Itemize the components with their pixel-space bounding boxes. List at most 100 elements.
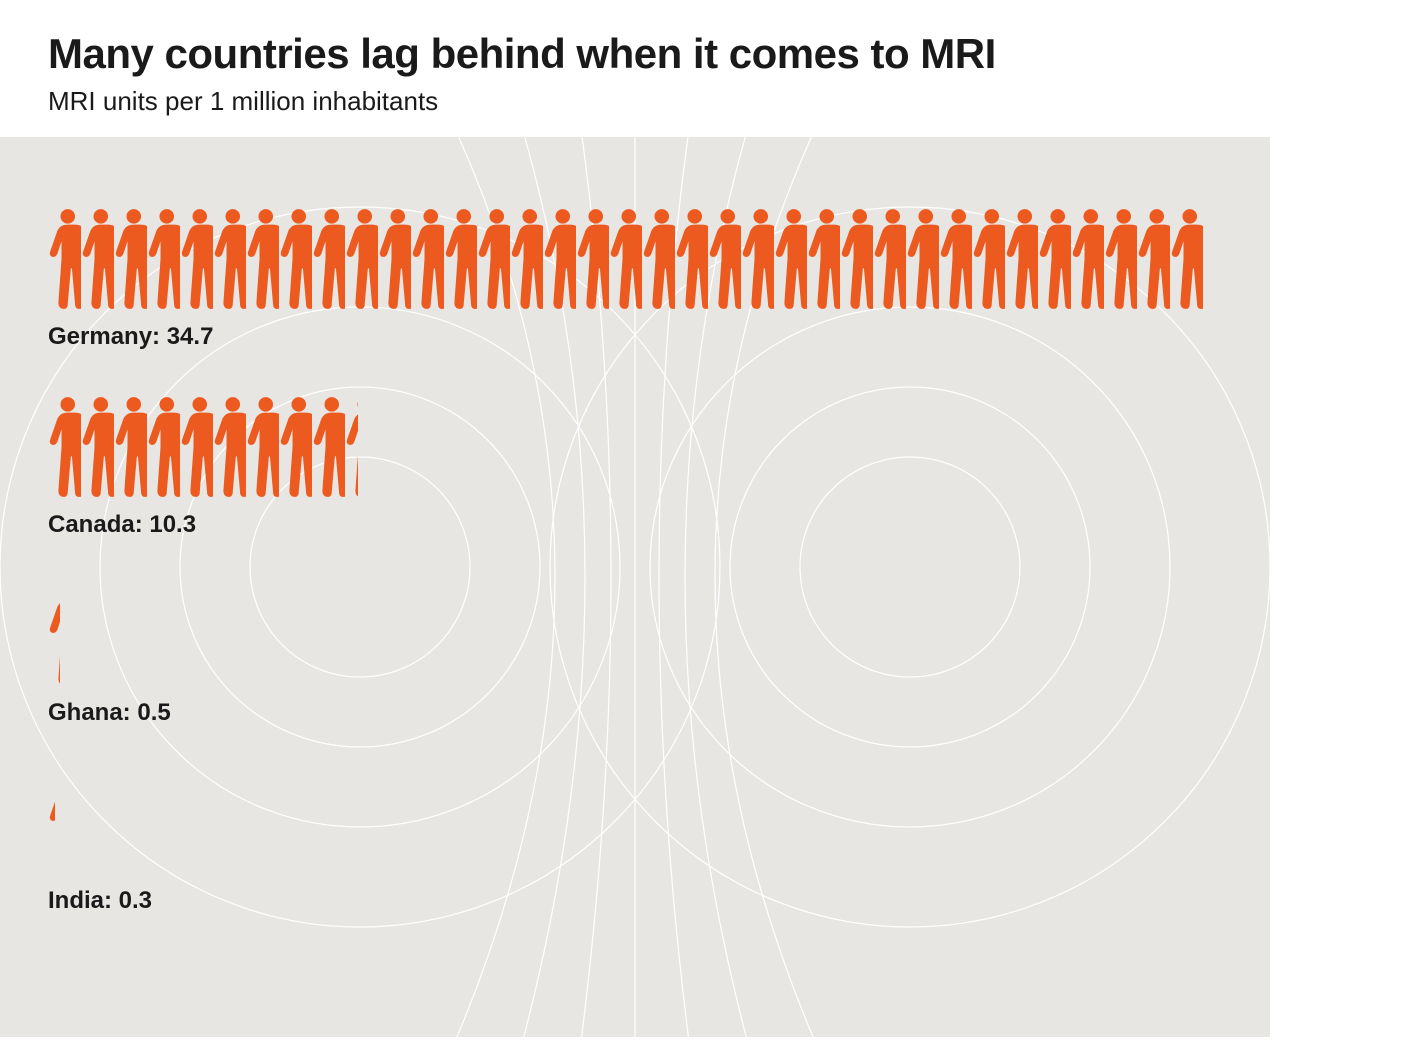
person-icon-wrap — [180, 395, 213, 499]
person-icon — [48, 771, 55, 875]
person-icon — [1071, 207, 1104, 311]
person-icon-wrap — [741, 207, 774, 311]
person-icon — [114, 207, 147, 311]
person-icon — [114, 395, 147, 499]
person-icon-wrap — [114, 395, 147, 499]
chart-title: Many countries lag behind when it comes … — [48, 30, 1360, 78]
person-icon — [873, 207, 906, 311]
person-icon-wrap — [708, 207, 741, 311]
person-icon-wrap — [180, 207, 213, 311]
person-icon — [48, 395, 81, 499]
person-icon-wrap — [609, 207, 642, 311]
person-icon — [939, 207, 972, 311]
person-icon — [180, 395, 213, 499]
person-icon — [1005, 207, 1038, 311]
person-icon — [477, 207, 510, 311]
person-icon-wrap — [147, 207, 180, 311]
person-icon — [840, 207, 873, 311]
person-icon-wrap — [312, 207, 345, 311]
person-icon — [279, 395, 312, 499]
pictogram-row: Canada: 10.3 — [48, 395, 1222, 539]
person-icon-wrap — [972, 207, 1005, 311]
person-icon-wrap — [873, 207, 906, 311]
person-icon-wrap — [48, 207, 81, 311]
person-icon-wrap — [1038, 207, 1071, 311]
person-icon-wrap — [1005, 207, 1038, 311]
pictogram-icons — [48, 771, 1222, 875]
pictogram-row: Germany: 34.7 — [48, 207, 1222, 351]
person-icon — [1137, 207, 1170, 311]
person-icon-wrap — [213, 207, 246, 311]
person-icon-wrap — [345, 395, 358, 499]
person-icon-wrap — [576, 207, 609, 311]
person-icon-wrap — [906, 207, 939, 311]
header: Many countries lag behind when it comes … — [0, 0, 1408, 137]
person-icon — [1038, 207, 1071, 311]
person-icon-wrap — [81, 207, 114, 311]
person-icon-wrap — [147, 395, 180, 499]
person-icon-wrap — [246, 395, 279, 499]
person-icon-wrap — [1104, 207, 1137, 311]
person-icon-wrap — [411, 207, 444, 311]
person-icon — [906, 207, 939, 311]
row-label: Ghana: 0.5 — [48, 699, 1222, 727]
person-icon-wrap — [543, 207, 576, 311]
person-icon-wrap — [279, 207, 312, 311]
person-icon — [246, 395, 279, 499]
person-icon — [1170, 207, 1203, 311]
person-icon-wrap — [378, 207, 411, 311]
person-icon-wrap — [48, 583, 60, 687]
pictogram-row: India: 0.3 — [48, 771, 1222, 915]
person-icon — [81, 395, 114, 499]
pictogram-rows: Germany: 34.7 — [48, 207, 1222, 915]
person-icon — [48, 207, 81, 311]
person-icon-wrap — [1071, 207, 1104, 311]
person-icon — [774, 207, 807, 311]
person-icon-wrap — [510, 207, 543, 311]
pictogram-row: Ghana: 0.5 — [48, 583, 1222, 727]
row-label: India: 0.3 — [48, 887, 1222, 915]
person-icon-wrap — [807, 207, 840, 311]
person-icon-wrap — [1170, 207, 1203, 311]
person-icon — [279, 207, 312, 311]
person-icon-wrap — [939, 207, 972, 311]
person-icon — [510, 207, 543, 311]
person-icon — [609, 207, 642, 311]
person-icon — [807, 207, 840, 311]
person-icon-wrap — [48, 395, 81, 499]
row-label: Germany: 34.7 — [48, 323, 1222, 351]
person-icon — [576, 207, 609, 311]
person-icon — [147, 395, 180, 499]
person-icon-wrap — [213, 395, 246, 499]
person-icon-wrap — [774, 207, 807, 311]
person-icon — [180, 207, 213, 311]
person-icon-wrap — [81, 395, 114, 499]
chart-area: Germany: 34.7 — [0, 137, 1270, 1037]
person-icon — [213, 395, 246, 499]
person-icon-wrap — [312, 395, 345, 499]
person-icon — [81, 207, 114, 311]
person-icon — [246, 207, 279, 311]
person-icon — [345, 395, 358, 499]
person-icon-wrap — [675, 207, 708, 311]
row-label: Canada: 10.3 — [48, 511, 1222, 539]
person-icon-wrap — [279, 395, 312, 499]
person-icon — [543, 207, 576, 311]
person-icon-wrap — [345, 207, 378, 311]
person-icon — [312, 395, 345, 499]
person-icon-wrap — [1137, 207, 1170, 311]
person-icon — [972, 207, 1005, 311]
person-icon-wrap — [477, 207, 510, 311]
person-icon — [378, 207, 411, 311]
person-icon-wrap — [642, 207, 675, 311]
person-icon — [444, 207, 477, 311]
person-icon-wrap — [246, 207, 279, 311]
person-icon — [147, 207, 180, 311]
person-icon-wrap — [840, 207, 873, 311]
person-icon — [345, 207, 378, 311]
chart-subtitle: MRI units per 1 million inhabitants — [48, 86, 1360, 117]
person-icon — [48, 583, 60, 687]
person-icon — [675, 207, 708, 311]
person-icon — [1104, 207, 1137, 311]
person-icon — [642, 207, 675, 311]
